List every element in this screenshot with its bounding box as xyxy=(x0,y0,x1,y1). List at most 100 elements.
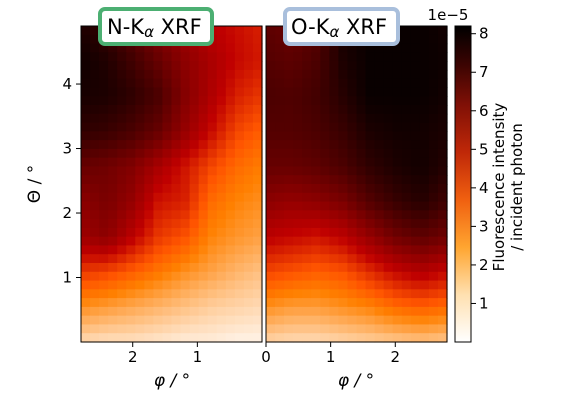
left-x-tick-label: 1 xyxy=(193,348,203,366)
n-k-alpha-heatmap-cell xyxy=(252,140,263,150)
n-k-alpha-heatmap-cell xyxy=(126,113,136,124)
o-k-alpha-heatmap-cell xyxy=(374,96,385,106)
n-k-alpha-heatmap-cell xyxy=(153,87,164,97)
o-k-alpha-heatmap-cell xyxy=(266,315,276,326)
o-k-alpha-heatmap-cell xyxy=(437,148,448,159)
o-k-alpha-heatmap-cell xyxy=(419,245,430,255)
n-k-alpha-heatmap-cell xyxy=(207,87,218,97)
o-k-alpha-heatmap-cell xyxy=(428,192,439,203)
n-k-alpha-heatmap-cell xyxy=(189,184,200,194)
title-box-frame-left xyxy=(98,7,214,46)
n-k-alpha-heatmap-cell xyxy=(99,131,109,141)
o-k-alpha-heatmap-cell xyxy=(401,140,412,150)
o-k-alpha-heatmap-cell xyxy=(347,140,358,150)
o-k-alpha-heatmap-cell xyxy=(437,113,448,124)
n-k-alpha-heatmap-cell xyxy=(225,236,236,247)
o-k-alpha-heatmap-cell xyxy=(383,105,394,115)
o-k-alpha-heatmap-cell xyxy=(383,298,394,308)
o-k-alpha-heatmap-cell xyxy=(347,298,358,308)
o-k-alpha-heatmap-cell xyxy=(329,78,339,89)
n-k-alpha-heatmap-cell xyxy=(117,263,127,273)
n-k-alpha-heatmap-cell xyxy=(81,87,91,97)
n-k-alpha-heatmap-cell xyxy=(198,43,209,53)
n-k-alpha-heatmap-cell xyxy=(126,61,136,71)
o-k-alpha-heatmap-cell xyxy=(437,245,448,255)
o-k-alpha-heatmap-cell xyxy=(311,61,321,71)
n-k-alpha-heatmap-cell xyxy=(90,192,100,203)
o-k-alpha-heatmap-cell xyxy=(329,306,339,317)
n-k-alpha-heatmap-cell xyxy=(81,69,91,80)
o-k-alpha-heatmap-cell xyxy=(320,227,330,238)
n-k-alpha-heatmap-cell xyxy=(81,289,91,299)
n-k-alpha-heatmap-cell xyxy=(216,280,227,290)
n-k-alpha-heatmap-cell xyxy=(216,87,227,97)
o-k-alpha-heatmap-cell xyxy=(275,34,285,45)
o-k-alpha-heatmap-cell xyxy=(311,315,321,326)
n-k-alpha-heatmap-cell xyxy=(216,43,227,53)
o-k-alpha-heatmap-cell xyxy=(311,113,321,124)
n-k-alpha-heatmap-cell xyxy=(108,324,118,334)
n-k-alpha-heatmap-cell xyxy=(216,289,227,299)
n-k-alpha-heatmap-cell xyxy=(243,201,254,211)
o-k-alpha-heatmap-cell xyxy=(392,157,403,168)
n-k-alpha-heatmap-panel xyxy=(81,26,263,343)
o-k-alpha-heatmap-cell xyxy=(311,96,321,106)
n-k-alpha-heatmap-cell xyxy=(189,324,200,334)
o-k-alpha-heatmap-cell xyxy=(383,78,394,89)
n-k-alpha-heatmap-cell xyxy=(198,201,209,211)
n-k-alpha-heatmap-cell xyxy=(198,166,209,176)
o-k-alpha-heatmap-cell xyxy=(320,78,330,89)
n-k-alpha-heatmap-cell xyxy=(153,245,164,255)
n-k-alpha-heatmap-cell xyxy=(180,333,191,343)
n-k-alpha-heatmap-cell xyxy=(108,140,118,150)
o-k-alpha-heatmap-cell xyxy=(428,78,439,89)
o-k-alpha-heatmap-cell xyxy=(365,69,376,80)
o-k-alpha-heatmap-cell xyxy=(437,219,448,229)
n-k-alpha-heatmap-cell xyxy=(99,271,109,282)
o-k-alpha-heatmap-cell xyxy=(356,201,367,211)
n-k-alpha-heatmap-cell xyxy=(117,192,127,203)
n-k-alpha-heatmap-cell xyxy=(252,175,263,185)
n-k-alpha-heatmap-cell xyxy=(225,254,236,264)
n-k-alpha-heatmap-cell xyxy=(162,175,173,185)
o-k-alpha-heatmap-cell xyxy=(311,122,321,132)
n-k-alpha-heatmap-cell xyxy=(117,52,127,62)
o-k-alpha-heatmap-cell xyxy=(293,87,303,97)
n-k-alpha-heatmap-cell xyxy=(243,271,254,282)
o-k-alpha-heatmap-cell xyxy=(302,113,312,124)
o-k-alpha-heatmap-cell xyxy=(374,87,385,97)
n-k-alpha-heatmap-cell xyxy=(162,105,173,115)
n-k-alpha-heatmap-cell xyxy=(207,184,218,194)
o-k-alpha-heatmap-cell xyxy=(437,87,448,97)
n-k-alpha-heatmap-cell xyxy=(81,113,91,124)
n-k-alpha-heatmap-cell xyxy=(171,236,182,247)
n-k-alpha-heatmap-cell xyxy=(198,210,209,220)
o-k-alpha-heatmap-cell xyxy=(428,315,439,326)
o-k-alpha-heatmap-cell xyxy=(266,254,276,264)
n-k-alpha-heatmap-cell xyxy=(180,263,191,273)
o-k-alpha-heatmap-cell xyxy=(284,210,294,220)
n-k-alpha-heatmap-cell xyxy=(234,280,245,290)
o-k-alpha-heatmap-cell xyxy=(356,175,367,185)
o-k-alpha-heatmap-cell xyxy=(374,324,385,334)
o-k-alpha-heatmap-cell xyxy=(437,43,448,53)
o-k-alpha-heatmap-cell xyxy=(437,289,448,299)
o-k-alpha-heatmap-cell xyxy=(419,236,430,247)
o-k-alpha-heatmap-cell xyxy=(383,280,394,290)
n-k-alpha-heatmap-cell xyxy=(144,236,154,247)
n-k-alpha-heatmap-cell xyxy=(90,43,100,53)
o-k-alpha-heatmap-cell xyxy=(374,219,385,229)
o-k-alpha-heatmap-cell xyxy=(410,113,421,124)
n-k-alpha-heatmap-cell xyxy=(99,69,109,80)
o-k-alpha-heatmap-cell xyxy=(383,166,394,176)
o-k-alpha-heatmap-cell xyxy=(356,254,367,264)
o-k-alpha-heatmap-cell xyxy=(410,306,421,317)
o-k-alpha-heatmap-cell xyxy=(275,175,285,185)
o-k-alpha-heatmap-cell xyxy=(365,157,376,168)
n-k-alpha-heatmap-cell xyxy=(153,122,164,132)
n-k-alpha-heatmap-cell xyxy=(81,52,91,62)
n-k-alpha-heatmap-cell xyxy=(234,245,245,255)
o-k-alpha-heatmap-cell xyxy=(329,315,339,326)
n-k-alpha-heatmap-cell xyxy=(216,271,227,282)
o-k-alpha-heatmap-cell xyxy=(329,236,339,247)
